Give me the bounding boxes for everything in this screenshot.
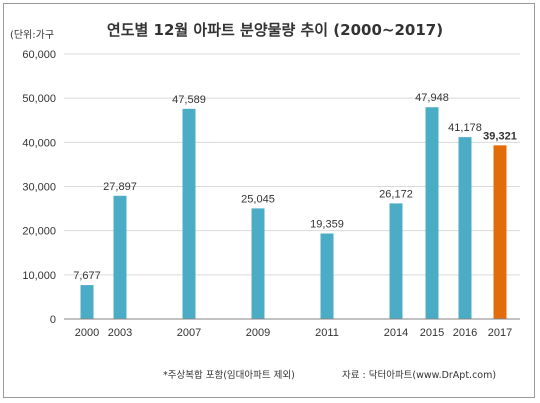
y-tick-label: 20,000	[22, 226, 56, 238]
footnote: *주상복합 포함(임대아파트 제외)	[163, 369, 295, 381]
bar-2016	[458, 137, 472, 319]
x-axis-ticks: 2000 2003 2007 2009 2011 2014 2015 2016 2017	[75, 327, 512, 339]
bar-2011	[320, 233, 334, 319]
x-tick-label: 2011	[315, 327, 339, 339]
x-tick-label: 2003	[108, 327, 132, 339]
data-labels: 7,677 27,897 47,589 25,045 19,359 26,172 47,94…	[73, 92, 517, 282]
chart-title: 연도별 12월 아파트 분양물량 추이 (2000~2017)	[107, 21, 443, 39]
bar-2003	[113, 195, 127, 319]
x-tick-label: 2014	[384, 327, 408, 339]
data-label-2003: 27,897	[103, 181, 137, 193]
bar-2007	[182, 108, 196, 319]
unit-label: (단위:가구	[10, 28, 54, 41]
y-tick-label: 40,000	[22, 137, 56, 149]
bar-2014	[389, 203, 403, 319]
data-label-2017: 39,321	[483, 130, 517, 142]
y-tick-label: 60,000	[22, 49, 56, 61]
data-label-2009: 25,045	[241, 193, 275, 205]
bar-2017	[493, 145, 507, 319]
gridlines	[64, 53, 520, 276]
data-label-2007: 47,589	[172, 94, 206, 106]
source-note: 자료 : 닥터아파트(www.DrApt.com)	[342, 370, 496, 381]
bar-2015	[425, 107, 439, 319]
y-tick-label: 0	[50, 314, 56, 326]
data-label-2011: 19,359	[310, 218, 344, 230]
y-tick-label: 10,000	[22, 270, 56, 282]
x-tick-label: 2017	[488, 327, 512, 339]
x-tick-label: 2016	[453, 327, 477, 339]
x-tick-label: 2000	[75, 327, 99, 339]
y-tick-label: 50,000	[22, 93, 56, 105]
bars	[80, 107, 507, 319]
data-label-2015: 47,948	[415, 92, 449, 104]
x-tick-label: 2009	[246, 327, 270, 339]
y-axis-ticks: 0 10,000 20,000 30,000 40,000 50,000 60,000	[22, 49, 56, 326]
data-label-2016: 41,178	[448, 122, 482, 134]
chart-frame	[3, 3, 535, 398]
data-label-2000: 7,677	[73, 270, 101, 282]
x-tick-label: 2007	[177, 327, 201, 339]
x-tick-label: 2015	[420, 327, 444, 339]
data-label-2014: 26,172	[379, 188, 413, 200]
bar-2009	[251, 208, 265, 319]
bar-2000	[80, 285, 94, 319]
y-tick-label: 30,000	[22, 182, 56, 194]
